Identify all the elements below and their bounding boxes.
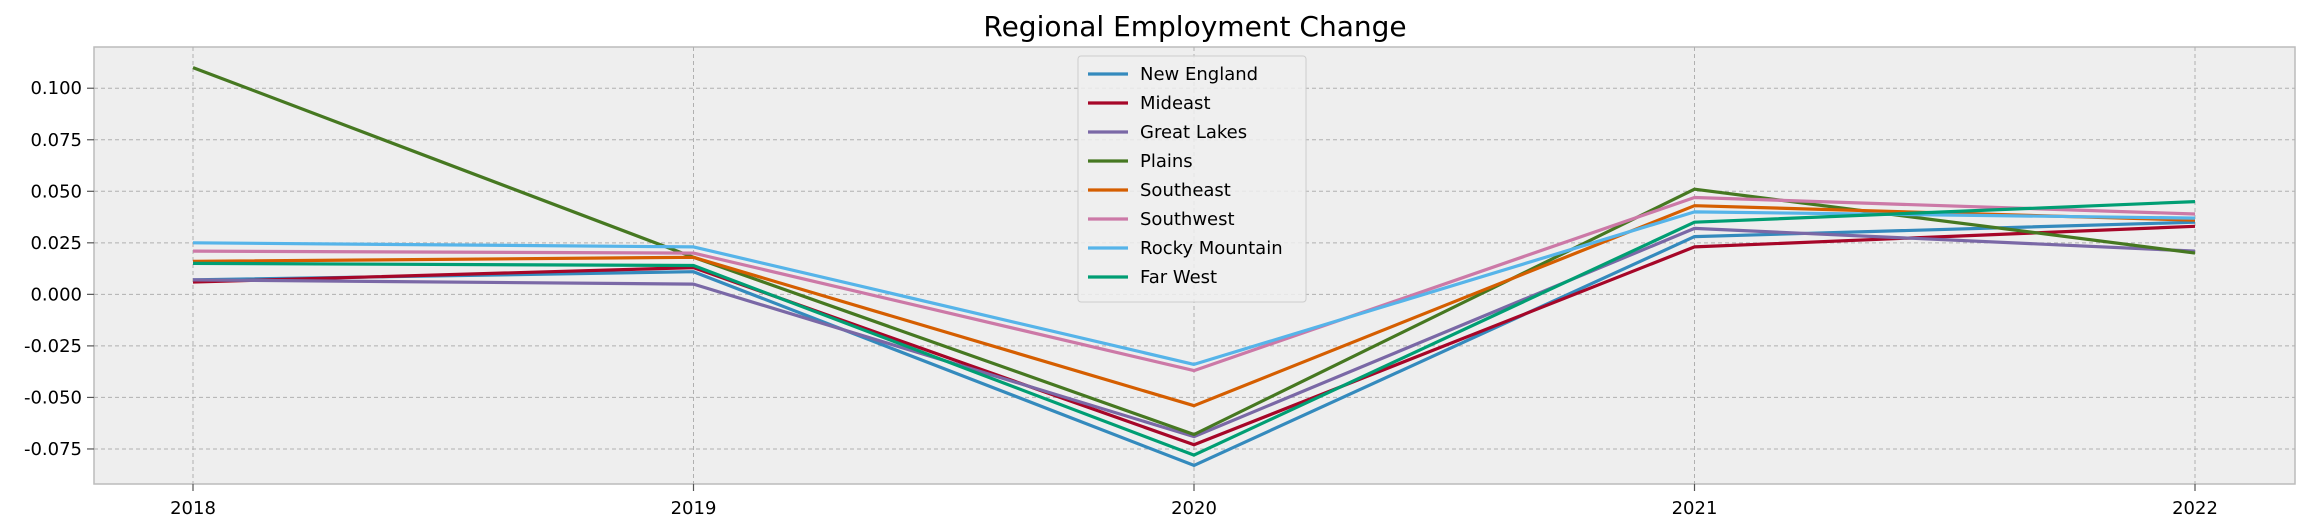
legend-label: Plains <box>1140 151 1193 172</box>
y-tick-label: 0.025 <box>30 233 82 254</box>
series-line-southeast <box>192 204 2196 408</box>
legend-label: Mideast <box>1140 93 1211 114</box>
legend-box <box>1077 55 1307 303</box>
series-line-great-lakes <box>192 226 2196 439</box>
y-tick-label: 0.000 <box>30 284 82 305</box>
legend-label: Far West <box>1140 267 1217 288</box>
chart-title: Regional Employment Change <box>983 10 1406 43</box>
legend-label: Southeast <box>1140 180 1231 201</box>
x-tick-label: 2020 <box>1171 498 1217 519</box>
legend-label: Rocky Mountain <box>1140 238 1283 259</box>
y-tick-label: 0.050 <box>30 181 82 202</box>
series-lines <box>192 66 2196 467</box>
y-tick-label: -0.050 <box>24 387 82 408</box>
x-tick-label: 2019 <box>671 498 717 519</box>
series-line-southwest <box>192 195 2196 373</box>
legend-label: New England <box>1140 64 1258 85</box>
y-tick-label: 0.100 <box>30 78 82 99</box>
legend-label: Southwest <box>1140 209 1235 230</box>
x-tick-label: 2022 <box>2172 498 2218 519</box>
y-tick-label: -0.025 <box>24 336 82 357</box>
x-axis-ticks: 2018 2019 2020 2021 2022 <box>170 484 2218 519</box>
legend: New England Mideast Great Lakes Plains South… <box>1077 55 1307 303</box>
legend-label: Great Lakes <box>1140 122 1247 143</box>
series-line-mideast <box>192 224 2196 447</box>
x-tick-label: 2018 <box>170 498 216 519</box>
series-line-new-england <box>192 220 2196 467</box>
y-tick-label: 0.075 <box>30 130 82 151</box>
y-axis-ticks: 0.100 0.075 0.050 0.025 0.000 -0.025 -0.050 -0.… <box>24 78 94 460</box>
y-tick-label: -0.075 <box>24 439 82 460</box>
x-tick-label: 2021 <box>1672 498 1718 519</box>
series-line-far-west <box>192 200 2196 457</box>
